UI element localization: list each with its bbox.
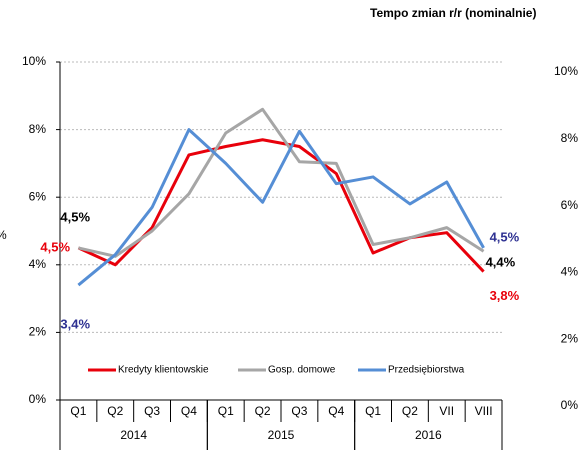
x-tick-label: Q4: [181, 404, 197, 418]
data-label: 4,5%: [490, 229, 520, 244]
y-tick-label: 6%: [561, 198, 579, 212]
y-tick-label: 2%: [29, 325, 47, 339]
line: [77, 128, 485, 287]
x-tick-label: Q2: [255, 404, 271, 418]
line: [77, 138, 485, 273]
y-tick-label: 0%: [29, 392, 47, 406]
group-label: 2014: [120, 428, 147, 442]
x-tick-label: Q2: [402, 404, 418, 418]
y-axis-label: %: [0, 228, 7, 242]
legend-label: Kredyty klientowskie: [118, 365, 209, 376]
y-tick-label: 6%: [29, 189, 47, 203]
x-tick-label: Q1: [70, 404, 86, 418]
chart-title: Tempo zmian r/r (nominalnie): [370, 6, 536, 20]
line: [78, 107, 485, 258]
y-tick-label: 0%: [561, 398, 579, 412]
x-tick-label: VII: [439, 404, 454, 418]
x-tick-label: Q4: [328, 404, 344, 418]
group-label: 2015: [268, 428, 295, 442]
x-tick-label: Q3: [291, 404, 307, 418]
y-tick-label: 4%: [561, 265, 579, 279]
group-label: 2016: [415, 428, 442, 442]
legend-label: Gosp. domowe: [268, 365, 336, 376]
data-label: 3,4%: [60, 317, 90, 332]
x-tick-label: Q3: [144, 404, 160, 418]
y-tick-label: 8%: [561, 131, 579, 145]
legend-label: Przedsiębiorstwa: [388, 365, 465, 376]
y-tick-label: 4%: [29, 257, 47, 271]
data-label: 4,5%: [40, 239, 70, 254]
data-label: 4,5%: [60, 209, 90, 224]
y-tick-label: 2%: [561, 331, 579, 345]
data-label: 3,8%: [490, 288, 520, 303]
x-tick-label: Q2: [107, 404, 123, 418]
x-tick-label: VIII: [475, 404, 493, 418]
data-label: 4,4%: [486, 255, 516, 270]
y-tick-label: 10%: [554, 64, 578, 78]
y-tick-label: 10%: [22, 54, 46, 68]
x-tick-label: Q1: [365, 404, 381, 418]
x-tick-label: Q1: [218, 404, 234, 418]
y-tick-label: 8%: [29, 122, 47, 136]
